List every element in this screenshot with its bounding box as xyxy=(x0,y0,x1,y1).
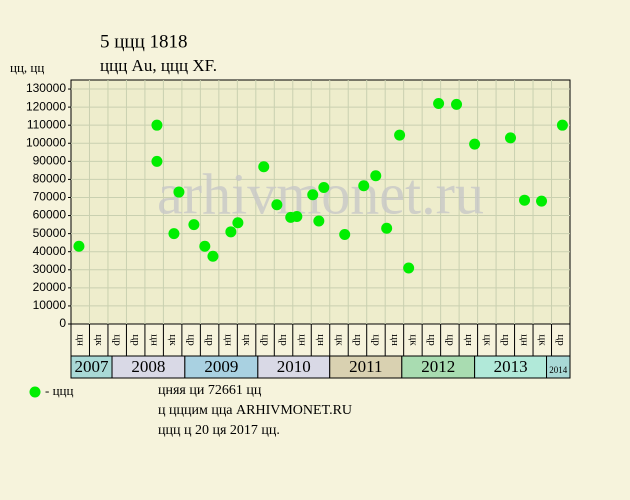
column-label: цн xyxy=(149,334,161,346)
column-label: цр xyxy=(204,334,216,346)
point xyxy=(173,186,185,198)
column-label: цн xyxy=(389,334,401,346)
note: ц цццим цца ARHIVMONET.RU xyxy=(158,403,352,418)
year-band xyxy=(546,355,571,379)
y-tick-label: 0 xyxy=(59,316,66,330)
column-label: цк xyxy=(407,334,419,346)
y-tick-label: 110000 xyxy=(27,117,66,131)
year-label: 2010 xyxy=(277,357,311,376)
year-label: 2009 xyxy=(204,357,238,376)
chart-subtitle: ццц Au, ццц XF. xyxy=(100,56,217,75)
point xyxy=(358,180,370,192)
legend-marker xyxy=(29,386,41,398)
column-label: цн xyxy=(518,334,530,346)
y-tick-label: 10000 xyxy=(33,298,67,312)
point xyxy=(469,138,481,150)
column-label: цн xyxy=(75,334,87,346)
year-label: 2011 xyxy=(349,357,382,376)
point xyxy=(307,189,319,201)
column-label: цр xyxy=(130,334,142,346)
column-label: цр xyxy=(112,334,124,346)
column-label: цн xyxy=(315,334,327,346)
column-label: цн xyxy=(296,334,308,346)
point xyxy=(271,199,283,211)
point xyxy=(225,226,237,238)
column-label: цк xyxy=(93,334,105,346)
point xyxy=(403,262,415,274)
point xyxy=(519,194,531,206)
column-label: цр xyxy=(186,334,198,346)
column-label: цк xyxy=(537,334,549,346)
y-tick-label: 70000 xyxy=(33,190,67,204)
year-label: 2012 xyxy=(421,357,455,376)
point xyxy=(151,119,163,131)
point xyxy=(207,250,219,262)
point xyxy=(394,129,406,141)
point xyxy=(188,219,200,231)
point xyxy=(433,97,445,109)
y-tick-label: 40000 xyxy=(33,244,67,258)
y-tick-label: 120000 xyxy=(26,99,66,113)
column-label: цр xyxy=(555,334,567,346)
y-tick-label: 20000 xyxy=(33,280,67,294)
y-tick-label: 90000 xyxy=(33,154,67,168)
point xyxy=(339,229,351,241)
y-tick-label: 100000 xyxy=(26,135,66,149)
column-label: цр xyxy=(260,334,272,346)
year-label: 2014 xyxy=(549,365,568,375)
point xyxy=(370,170,382,182)
column-label: цр xyxy=(500,334,512,346)
column-label: цк xyxy=(333,334,345,346)
y-tick-label: 50000 xyxy=(33,226,67,240)
column-label: цн xyxy=(223,334,235,346)
column-label: цр xyxy=(426,334,438,346)
column-label: цр xyxy=(370,334,382,346)
chart-title: 5 ццц 1818 xyxy=(100,31,188,52)
legend-label: - ццц xyxy=(45,383,73,398)
column-label: цк xyxy=(481,334,493,346)
y-tick-label: 30000 xyxy=(33,262,67,276)
column-label: цр xyxy=(352,334,364,346)
point xyxy=(232,217,244,229)
column-label: цк xyxy=(167,334,179,346)
column-label: цр xyxy=(444,334,456,346)
watermark: arhivmonet.ru xyxy=(157,161,484,226)
point xyxy=(556,119,568,131)
point xyxy=(258,161,270,173)
column-label: цн xyxy=(463,334,475,346)
point xyxy=(318,182,330,194)
year-label: 2013 xyxy=(494,357,528,376)
point xyxy=(291,210,303,222)
y-tick-label: 130000 xyxy=(26,81,66,95)
note: цняя ци 72661 цц xyxy=(158,383,262,398)
point xyxy=(168,228,180,240)
point xyxy=(504,132,516,144)
note: ццц ц 20 ця 2017 цц. xyxy=(158,423,280,438)
column-label: цр xyxy=(278,334,290,346)
point xyxy=(73,240,85,252)
y-tick-label: 60000 xyxy=(33,208,67,222)
point xyxy=(536,195,548,207)
point xyxy=(199,240,211,252)
year-label: 2008 xyxy=(131,357,165,376)
point xyxy=(451,98,463,110)
point xyxy=(381,222,393,234)
year-label: 2007 xyxy=(75,357,110,376)
y-tick-label: 80000 xyxy=(33,172,67,186)
column-label: цк xyxy=(241,334,253,346)
point xyxy=(313,215,325,227)
y-axis-label: цц, цц xyxy=(10,60,44,75)
point xyxy=(151,155,163,167)
